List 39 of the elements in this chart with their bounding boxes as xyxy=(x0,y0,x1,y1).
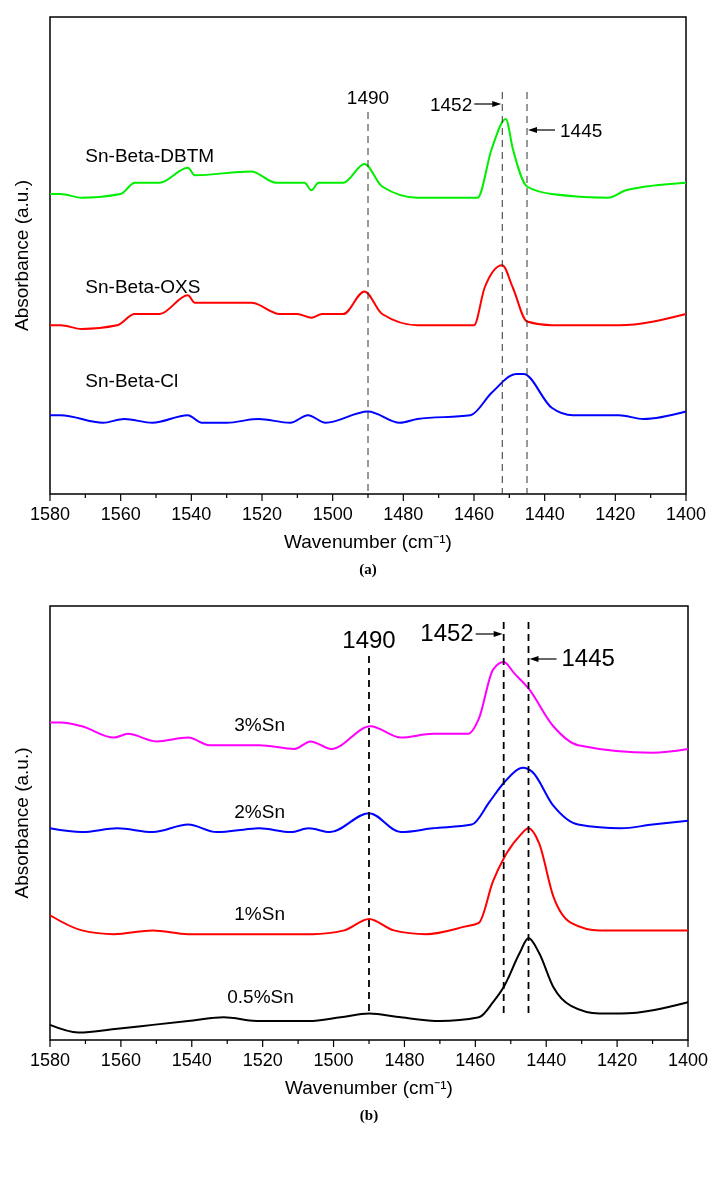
series-label: 2%Sn xyxy=(234,801,286,823)
x-tick-label: 1440 xyxy=(524,504,565,524)
x-tick-label: 1420 xyxy=(597,1050,638,1070)
x-tick-label: 1440 xyxy=(526,1050,567,1070)
x-tick-label: 1460 xyxy=(455,1050,496,1070)
x-tick-label: 1540 xyxy=(171,504,212,524)
text: (a) xyxy=(359,561,377,578)
x-tick-label: 1500 xyxy=(313,1050,354,1070)
series-label: 3%Sn xyxy=(234,714,286,736)
x-tick-label: 1420 xyxy=(595,504,636,524)
x-tick-label: 1500 xyxy=(312,504,353,524)
x-tick-label: 1520 xyxy=(241,504,283,524)
x-tick-label: 1580 xyxy=(29,504,71,524)
series-label: 1%Sn xyxy=(234,903,286,925)
x-tick-label: 1400 xyxy=(667,1050,709,1070)
ref-line-label: 1445 xyxy=(560,120,603,141)
ref-line-label: 1452 xyxy=(429,94,473,115)
series-label: Sn-Beta-Cl xyxy=(85,369,179,391)
x-tick-label: 1540 xyxy=(171,1050,212,1070)
ref-line-label: 1452 xyxy=(420,619,474,646)
series-label: Sn-Beta-DBTM xyxy=(85,144,215,166)
x-tick-label: 1560 xyxy=(100,504,141,524)
text: (b) xyxy=(359,1107,379,1124)
x-tick-label: 1580 xyxy=(29,1050,71,1070)
x-tick-label: 1480 xyxy=(383,504,424,524)
x-tick-label: 1460 xyxy=(453,504,495,524)
x-tick-label: 1400 xyxy=(665,504,707,524)
x-tick-label: 1480 xyxy=(384,1050,425,1070)
series-label: Sn-Beta-OXS xyxy=(85,276,201,297)
y-axis-title: Absorbance (a.u.) xyxy=(11,747,32,899)
y-axis-title: Absorbance (a.u.) xyxy=(11,179,32,332)
x-tick-label: 1520 xyxy=(242,1050,283,1070)
ref-line-label: 1490 xyxy=(342,626,396,653)
x-axis-title: Wavenumber (cm⁻¹) xyxy=(285,1077,453,1098)
ref-line-label: 1490 xyxy=(346,87,390,108)
ref-line-label: 1445 xyxy=(561,644,615,671)
series-label: 0.5%Sn xyxy=(227,986,294,1008)
x-tick-label: 1560 xyxy=(100,1050,141,1070)
x-axis-title: Wavenumber (cm⁻¹) xyxy=(284,531,452,552)
